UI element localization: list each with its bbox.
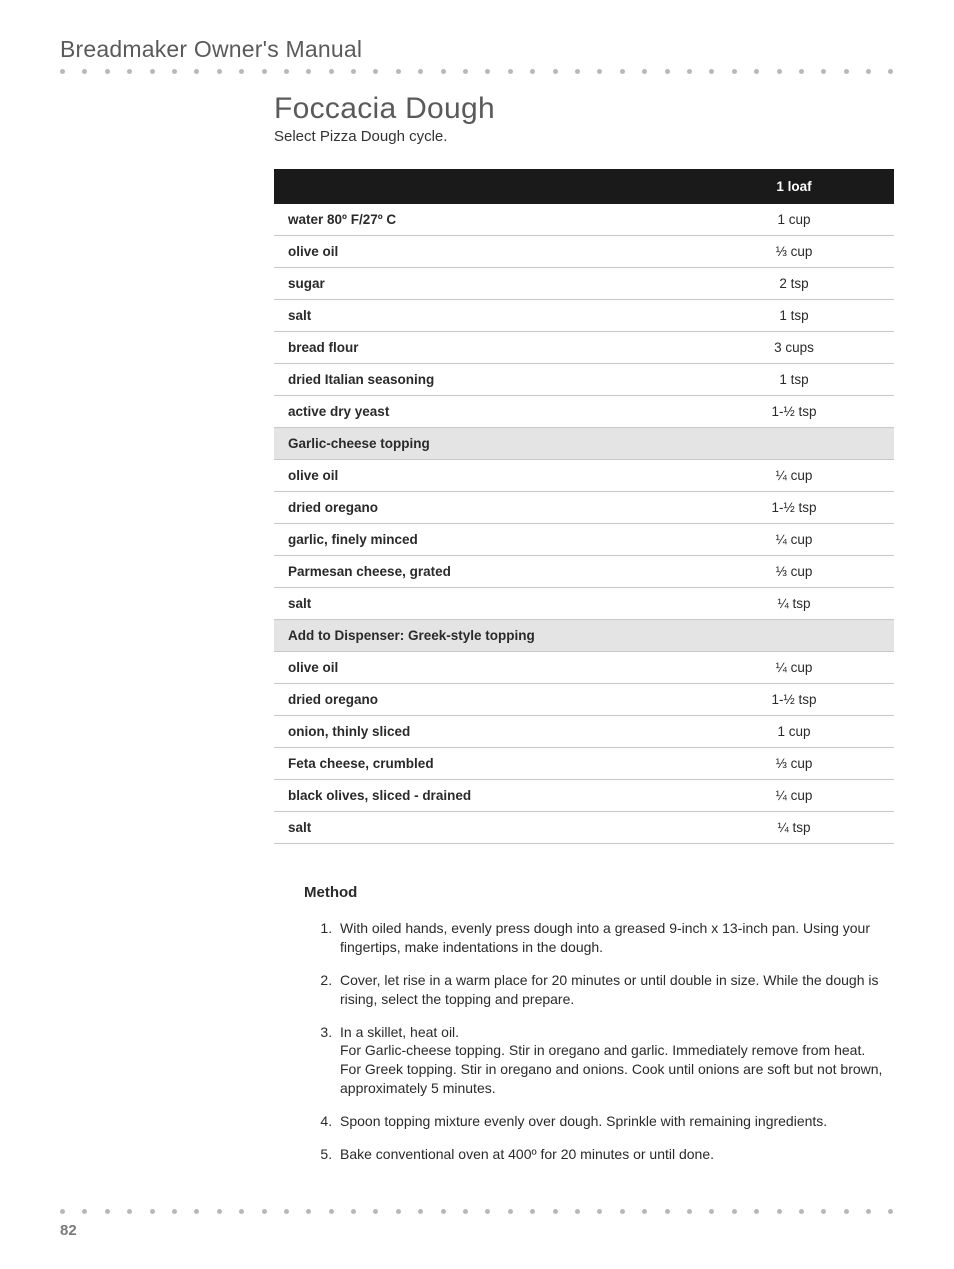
ingredient-amount: ¼ cup [694,652,894,684]
ingredient-name: black olives, sliced - drained [274,780,694,812]
method-step: With oiled hands, evenly press dough int… [336,919,884,957]
ingredient-amount: ⅓ cup [694,748,894,780]
method-step: Bake conventional oven at 400º for 20 mi… [336,1145,884,1164]
method-step: Cover, let rise in a warm place for 20 m… [336,971,884,1009]
table-header-amount: 1 loaf [694,169,894,204]
method-step: In a skillet, heat oil.For Garlic-cheese… [336,1023,884,1099]
table-row: dried oregano1-½ tsp [274,492,894,524]
ingredient-amount: 1 cup [694,204,894,236]
table-row: Feta cheese, crumbled⅓ cup [274,748,894,780]
method-step: Spoon topping mixture evenly over dough.… [336,1112,884,1131]
table-row: garlic, finely minced¼ cup [274,524,894,556]
table-row: sugar2 tsp [274,268,894,300]
ingredient-name: salt [274,812,694,844]
ingredient-amount: 1-½ tsp [694,684,894,716]
table-row: salt¼ tsp [274,588,894,620]
table-row: onion, thinly sliced1 cup [274,716,894,748]
table-row: dried oregano1-½ tsp [274,684,894,716]
table-row: water 80º F/27º C1 cup [274,204,894,236]
page-footer: 82 [60,1209,894,1239]
method-list: With oiled hands, evenly press dough int… [336,919,894,1164]
recipe-subtitle: Select Pizza Dough cycle. [274,128,894,145]
ingredient-amount: 3 cups [694,332,894,364]
ingredient-amount: 1-½ tsp [694,396,894,428]
table-row: bread flour3 cups [274,332,894,364]
ingredient-name: dried Italian seasoning [274,364,694,396]
ingredient-name: salt [274,300,694,332]
ingredient-amount: ¼ cup [694,524,894,556]
ingredient-amount: ¼ tsp [694,588,894,620]
ingredient-name: onion, thinly sliced [274,716,694,748]
ingredient-amount: ¼ cup [694,780,894,812]
ingredient-name: salt [274,588,694,620]
section-label: Garlic-cheese topping [274,428,894,460]
table-row: olive oil¼ cup [274,460,894,492]
bottom-dot-divider [60,1209,894,1214]
table-row: dried Italian seasoning1 tsp [274,364,894,396]
ingredient-name: sugar [274,268,694,300]
section-label: Add to Dispenser: Greek-style topping [274,620,894,652]
ingredient-name: bread flour [274,332,694,364]
table-row: salt¼ tsp [274,812,894,844]
table-row: black olives, sliced - drained¼ cup [274,780,894,812]
table-row: active dry yeast1-½ tsp [274,396,894,428]
table-row: olive oil¼ cup [274,652,894,684]
table-header-row: 1 loaf [274,169,894,204]
ingredient-amount: 2 tsp [694,268,894,300]
ingredient-name: Feta cheese, crumbled [274,748,694,780]
table-section-row: Garlic-cheese topping [274,428,894,460]
ingredient-name: garlic, finely minced [274,524,694,556]
recipe-title: Foccacia Dough [274,92,894,126]
ingredient-amount: ¼ tsp [694,812,894,844]
recipe-content: Foccacia Dough Select Pizza Dough cycle.… [274,92,894,1164]
ingredient-amount: 1-½ tsp [694,492,894,524]
ingredient-name: dried oregano [274,684,694,716]
table-section-row: Add to Dispenser: Greek-style topping [274,620,894,652]
ingredient-name: olive oil [274,236,694,268]
ingredient-amount: ⅓ cup [694,556,894,588]
method-heading: Method [304,884,894,901]
table-row: olive oil⅓ cup [274,236,894,268]
ingredient-amount: 1 tsp [694,300,894,332]
ingredient-amount: ⅓ cup [694,236,894,268]
ingredient-name: dried oregano [274,492,694,524]
page-number: 82 [60,1222,894,1239]
ingredients-table: 1 loaf water 80º F/27º C1 cupolive oil⅓ … [274,169,894,844]
ingredient-amount: 1 cup [694,716,894,748]
manual-title: Breadmaker Owner's Manual [60,36,894,63]
ingredient-amount: ¼ cup [694,460,894,492]
ingredient-name: olive oil [274,652,694,684]
table-header-blank [274,169,694,204]
ingredient-amount: 1 tsp [694,364,894,396]
ingredient-name: active dry yeast [274,396,694,428]
ingredient-name: water 80º F/27º C [274,204,694,236]
ingredient-name: Parmesan cheese, grated [274,556,694,588]
table-row: Parmesan cheese, grated⅓ cup [274,556,894,588]
ingredient-name: olive oil [274,460,694,492]
table-row: salt1 tsp [274,300,894,332]
top-dot-divider [60,69,894,74]
